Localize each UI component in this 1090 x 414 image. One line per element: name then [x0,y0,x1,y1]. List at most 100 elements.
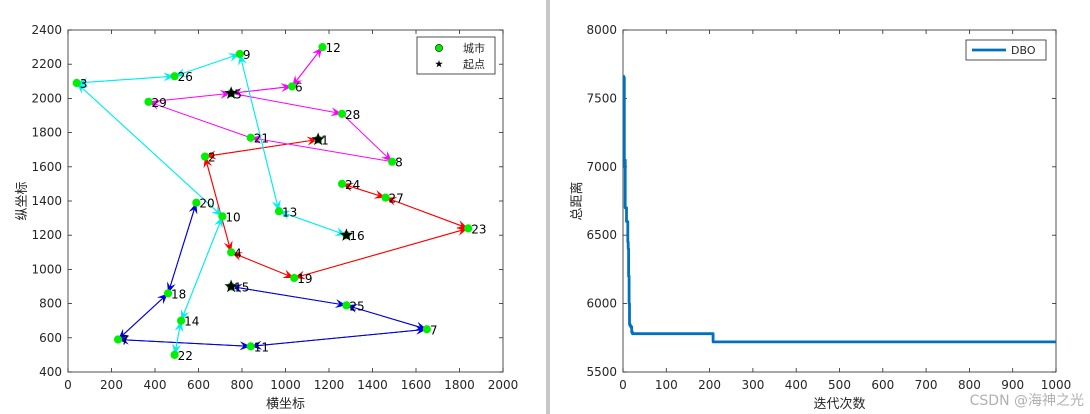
routes-x-tick-label: 400 [144,378,167,392]
conv-x-tick-label: 600 [871,378,894,392]
route-arrowhead [219,89,232,99]
route-arrowhead [239,341,251,351]
routes-x-axis-label: 横坐标 [266,397,305,412]
route-segment [239,53,280,212]
route-segment [250,137,393,163]
conv-x-tick-label: 1000 [1041,378,1072,392]
routes-y-axis-label: 纵坐标 [15,181,30,220]
conv-x-tick-label: 900 [1001,378,1024,392]
route-segment [291,46,323,87]
route-segment [76,82,223,217]
city-label: 14 [184,315,199,329]
routes-y-tick-label: 800 [39,297,62,311]
start-point-star [339,228,354,241]
panel-divider[interactable] [546,0,550,414]
route-segment [148,92,232,103]
city-label: 10 [225,210,240,224]
city-point [246,133,255,142]
route-segment [230,251,295,279]
legend-start-marker [435,60,443,68]
city-label: 23 [471,222,486,236]
city-route-chart: 0 200 400 600 800 1000 1200 1400 1600 1800 2000400… [15,23,519,412]
routes-x-tick-label: 1200 [314,378,345,392]
city-point [177,316,186,325]
city-point [342,301,351,310]
routes-y-tick-label: 600 [39,331,62,345]
conv-x-tick-label: 0 [619,378,627,392]
conv-y-tick-label: 7500 [586,91,617,105]
city-point [387,157,397,166]
city-point [170,350,179,359]
city-label: 6 [295,80,303,94]
routes-y-tick-label: 1600 [31,160,62,174]
conv-x-tick-label: 400 [785,378,808,392]
route-segment [174,53,240,77]
route-segment [294,227,469,279]
city-point [318,43,327,52]
route-arrowhead [163,72,175,82]
conv-y-axis-label: 总距离 [569,181,585,220]
conv-x-tick-label: 100 [655,378,678,392]
city-point [290,273,299,283]
city-label: 7 [121,334,129,348]
city-label: 11 [254,340,269,354]
city-label: 18 [171,287,186,301]
conv-x-axis-label: 迭代次数 [813,396,865,412]
city-label: 27 [389,192,404,206]
routes-y-tick-label: 2000 [31,91,62,105]
routes-plot-frame [67,29,504,373]
conv-y-tick-label: 6500 [586,228,617,242]
city-point [422,325,431,334]
routes-x-tick-label: 2000 [488,378,519,392]
city-label: 21 [254,132,269,146]
route-arrowhead [280,83,293,93]
city-point [163,289,173,298]
city-label: 2 [208,151,216,165]
legend-city-marker [435,44,443,52]
route-segment [341,113,393,163]
conv-x-tick-label: 300 [741,378,764,392]
route-segment [231,286,347,306]
route-segment [204,156,232,253]
city-label: 26 [178,70,193,84]
route-segment [231,92,343,115]
route-segment [250,328,427,347]
city-label: 16 [349,229,364,243]
city-point [337,179,347,188]
city-point [72,78,81,88]
routes-x-tick-label: 200 [100,378,123,392]
route-segment [117,339,251,347]
start-point-star [224,279,238,293]
routes-x-tick-label: 1600 [401,378,432,392]
routes-y-tick-label: 1000 [31,262,62,276]
city-label: 12 [325,41,340,55]
city-label: 29 [151,96,166,110]
route-arrowhead [250,340,263,350]
conv-x-tick-label: 500 [828,378,851,392]
routes-y-tick-label: 1400 [31,194,62,208]
route-segment [167,202,197,294]
start-point-star [224,86,238,99]
legend-start-label: 起点 [463,58,485,71]
routes-y-tick-label: 1200 [31,228,62,242]
city-label: 8 [395,156,403,170]
convergence-chart: 0 100 200 300 400 500 600 700 800 900 1000 5500 6000… [569,23,1072,412]
city-label: 19 [297,272,312,286]
city-label: 4 [234,246,242,260]
routes-x-tick-label: 0 [64,378,72,392]
legend-city-label: 城市 [463,41,485,55]
route-segment [346,304,428,330]
city-point [218,212,227,221]
start-point-star [311,132,325,146]
routes-x-tick-label: 1400 [357,378,388,392]
city-point [235,49,244,59]
conv-x-tick-label: 800 [958,378,981,392]
series-line-dbo [622,75,1056,344]
city-point [381,193,390,202]
conv-plot-frame [622,29,1057,373]
route-segment [117,292,169,340]
route-segment [385,197,469,229]
city-point [337,109,347,118]
city-point [287,82,297,91]
